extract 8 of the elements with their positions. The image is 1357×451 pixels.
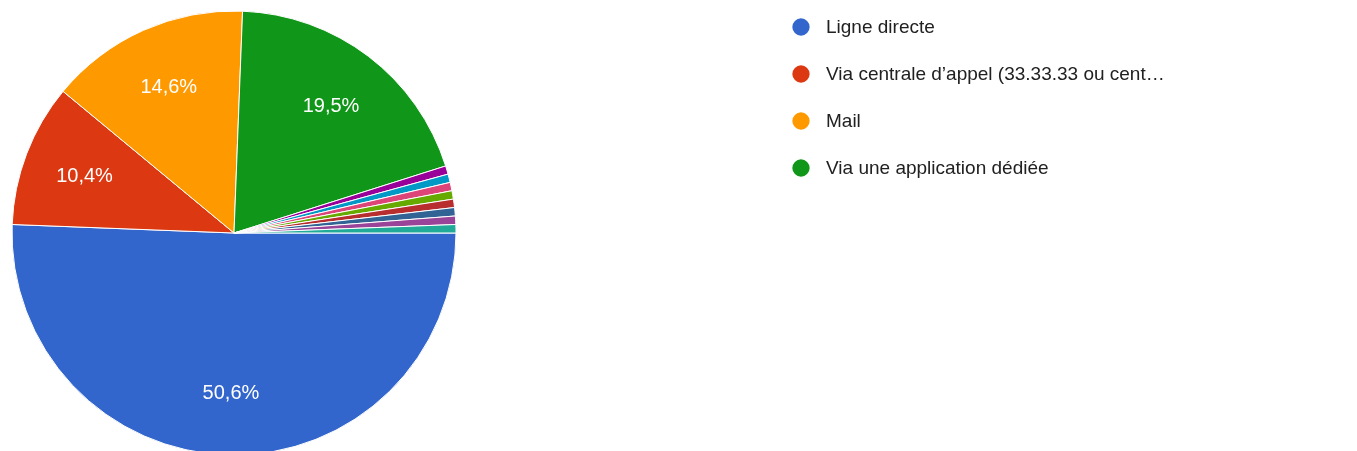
legend-label: Mail: [826, 110, 861, 131]
data-label: 14,6%: [140, 74, 198, 97]
data-label: 10,4%: [56, 163, 114, 186]
data-label: 19,5%: [302, 93, 360, 116]
legend-label: Via une application dédiée: [826, 157, 1049, 178]
data-label: 50,6%: [202, 380, 260, 403]
legend-label: Ligne directe: [826, 16, 935, 37]
legend-label: Via centrale d’appel (33.33.33 ou cent…: [826, 63, 1165, 84]
